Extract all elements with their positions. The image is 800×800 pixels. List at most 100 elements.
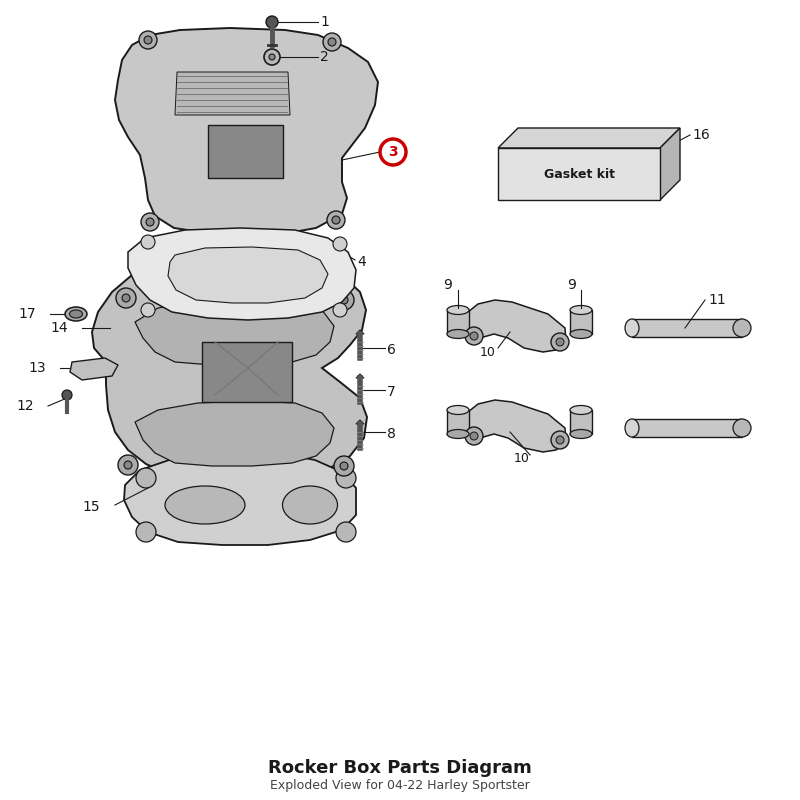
Text: 17: 17 bbox=[18, 307, 36, 321]
Circle shape bbox=[336, 468, 356, 488]
Ellipse shape bbox=[70, 310, 82, 318]
Circle shape bbox=[146, 218, 154, 226]
Circle shape bbox=[465, 427, 483, 445]
Circle shape bbox=[332, 216, 340, 224]
Polygon shape bbox=[128, 228, 356, 320]
Circle shape bbox=[139, 31, 157, 49]
Polygon shape bbox=[92, 258, 367, 480]
Polygon shape bbox=[356, 420, 364, 424]
Polygon shape bbox=[447, 410, 469, 434]
Circle shape bbox=[340, 296, 348, 304]
Circle shape bbox=[380, 139, 406, 165]
Circle shape bbox=[333, 237, 347, 251]
Circle shape bbox=[141, 303, 155, 317]
Polygon shape bbox=[498, 128, 680, 148]
Ellipse shape bbox=[282, 486, 338, 524]
Polygon shape bbox=[660, 128, 680, 200]
Ellipse shape bbox=[65, 307, 87, 321]
Circle shape bbox=[556, 436, 564, 444]
Text: 12: 12 bbox=[16, 399, 34, 413]
Polygon shape bbox=[464, 400, 566, 452]
Polygon shape bbox=[464, 300, 566, 352]
Polygon shape bbox=[356, 374, 364, 378]
Circle shape bbox=[333, 303, 347, 317]
Polygon shape bbox=[632, 319, 742, 337]
Text: 14: 14 bbox=[50, 321, 68, 335]
Text: 15: 15 bbox=[82, 500, 100, 514]
Circle shape bbox=[551, 431, 569, 449]
Circle shape bbox=[118, 455, 138, 475]
Circle shape bbox=[122, 294, 130, 302]
Circle shape bbox=[141, 213, 159, 231]
Circle shape bbox=[334, 290, 354, 310]
Circle shape bbox=[323, 33, 341, 51]
Ellipse shape bbox=[447, 330, 469, 338]
Circle shape bbox=[465, 327, 483, 345]
Circle shape bbox=[136, 522, 156, 542]
Circle shape bbox=[62, 390, 72, 400]
Circle shape bbox=[334, 456, 354, 476]
Polygon shape bbox=[135, 298, 334, 365]
Polygon shape bbox=[115, 28, 378, 235]
Circle shape bbox=[340, 462, 348, 470]
Ellipse shape bbox=[625, 419, 639, 437]
Circle shape bbox=[264, 49, 280, 65]
Text: 8: 8 bbox=[387, 427, 396, 441]
Polygon shape bbox=[570, 410, 592, 434]
Text: 6: 6 bbox=[387, 343, 396, 357]
Text: Rocker Box Parts Diagram: Rocker Box Parts Diagram bbox=[268, 759, 532, 777]
Circle shape bbox=[556, 338, 564, 346]
Ellipse shape bbox=[447, 306, 469, 314]
Circle shape bbox=[141, 235, 155, 249]
Circle shape bbox=[470, 332, 478, 340]
Circle shape bbox=[551, 333, 569, 351]
Polygon shape bbox=[356, 330, 364, 334]
Polygon shape bbox=[632, 419, 742, 437]
Ellipse shape bbox=[570, 406, 592, 414]
Polygon shape bbox=[124, 453, 356, 545]
Text: 9: 9 bbox=[567, 278, 577, 292]
Polygon shape bbox=[175, 72, 290, 115]
Text: 11: 11 bbox=[708, 293, 726, 307]
Ellipse shape bbox=[570, 330, 592, 338]
Ellipse shape bbox=[733, 319, 751, 337]
Polygon shape bbox=[208, 125, 283, 178]
Text: 1: 1 bbox=[320, 15, 329, 29]
Text: 5: 5 bbox=[287, 291, 296, 305]
Circle shape bbox=[269, 54, 275, 60]
Ellipse shape bbox=[570, 430, 592, 438]
Circle shape bbox=[327, 211, 345, 229]
Polygon shape bbox=[168, 247, 328, 303]
Ellipse shape bbox=[625, 319, 639, 337]
Ellipse shape bbox=[165, 486, 245, 524]
Polygon shape bbox=[447, 310, 469, 334]
Circle shape bbox=[328, 38, 336, 46]
Circle shape bbox=[116, 288, 136, 308]
Text: 7: 7 bbox=[387, 385, 396, 399]
Text: Gasket kit: Gasket kit bbox=[543, 167, 614, 181]
Bar bbox=[498, 148, 660, 200]
Circle shape bbox=[124, 461, 132, 469]
Ellipse shape bbox=[447, 430, 469, 438]
Ellipse shape bbox=[447, 406, 469, 414]
Ellipse shape bbox=[570, 306, 592, 314]
Circle shape bbox=[136, 468, 156, 488]
Text: 9: 9 bbox=[443, 278, 453, 292]
Text: 10: 10 bbox=[514, 451, 530, 465]
Polygon shape bbox=[570, 310, 592, 334]
Circle shape bbox=[336, 522, 356, 542]
Text: Exploded View for 04-22 Harley Sportster: Exploded View for 04-22 Harley Sportster bbox=[270, 779, 530, 793]
Text: 10: 10 bbox=[480, 346, 496, 358]
Text: 13: 13 bbox=[28, 361, 46, 375]
Text: 3: 3 bbox=[388, 145, 398, 159]
Circle shape bbox=[144, 36, 152, 44]
Text: 2: 2 bbox=[320, 50, 329, 64]
Text: 4: 4 bbox=[357, 255, 366, 269]
Polygon shape bbox=[202, 342, 292, 402]
Circle shape bbox=[470, 432, 478, 440]
Circle shape bbox=[266, 16, 278, 28]
Polygon shape bbox=[70, 358, 118, 380]
Ellipse shape bbox=[733, 419, 751, 437]
Text: 16: 16 bbox=[692, 128, 710, 142]
Polygon shape bbox=[135, 401, 334, 466]
